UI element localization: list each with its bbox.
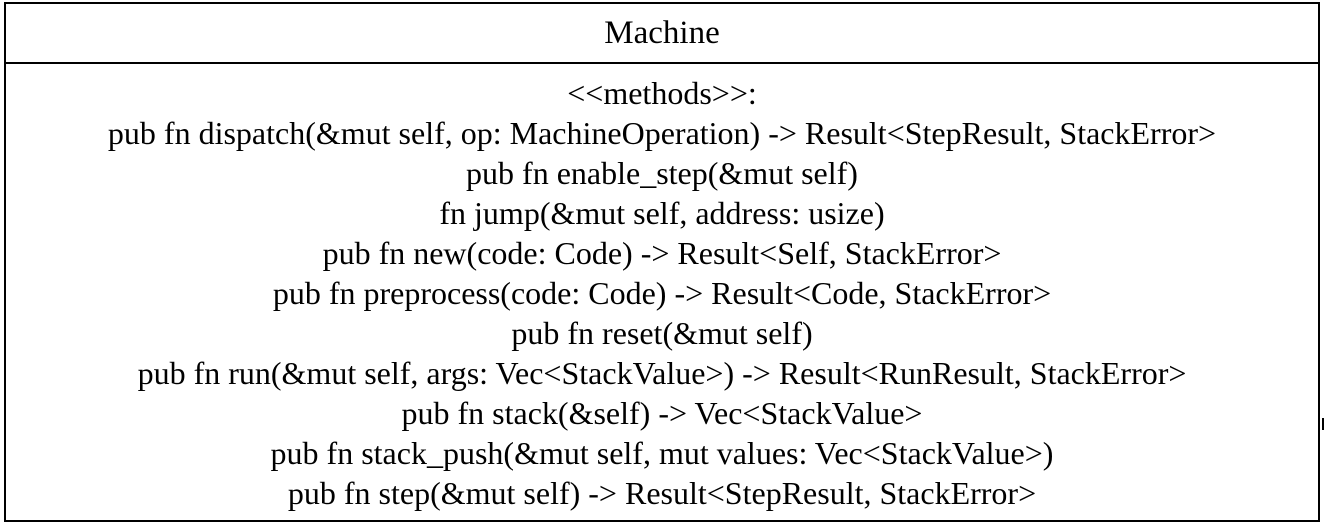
method-step: pub fn step(&mut self) -> Result<StepRes…: [287, 475, 1037, 511]
method-stack: pub fn stack(&self) -> Vec<StackValue>: [401, 395, 923, 431]
method-preprocess: pub fn preprocess(code: Code) -> Result<…: [272, 275, 1052, 311]
method-stack-push: pub fn stack_push(&mut self, mut values:…: [270, 435, 1054, 471]
class-name: Machine: [604, 14, 720, 51]
class-methods-compartment: <<methods>>: pub fn dispatch(&mut self, …: [6, 64, 1318, 513]
uml-class-box: Machine <<methods>>: pub fn dispatch(&mu…: [4, 2, 1320, 522]
method-new: pub fn new(code: Code) -> Result<Self, S…: [322, 235, 1002, 271]
method-run: pub fn run(&mut self, args: Vec<StackVal…: [137, 355, 1187, 391]
method-dispatch: pub fn dispatch(&mut self, op: MachineOp…: [107, 115, 1217, 151]
method-enable-step: pub fn enable_step(&mut self): [466, 155, 858, 191]
method-jump: fn jump(&mut self, address: usize): [439, 195, 885, 231]
edge-connector-tick: [1322, 418, 1324, 430]
class-name-header: Machine: [6, 4, 1318, 64]
methods-stereotype: <<methods>>:: [567, 75, 757, 111]
method-reset: pub fn reset(&mut self): [511, 315, 813, 351]
